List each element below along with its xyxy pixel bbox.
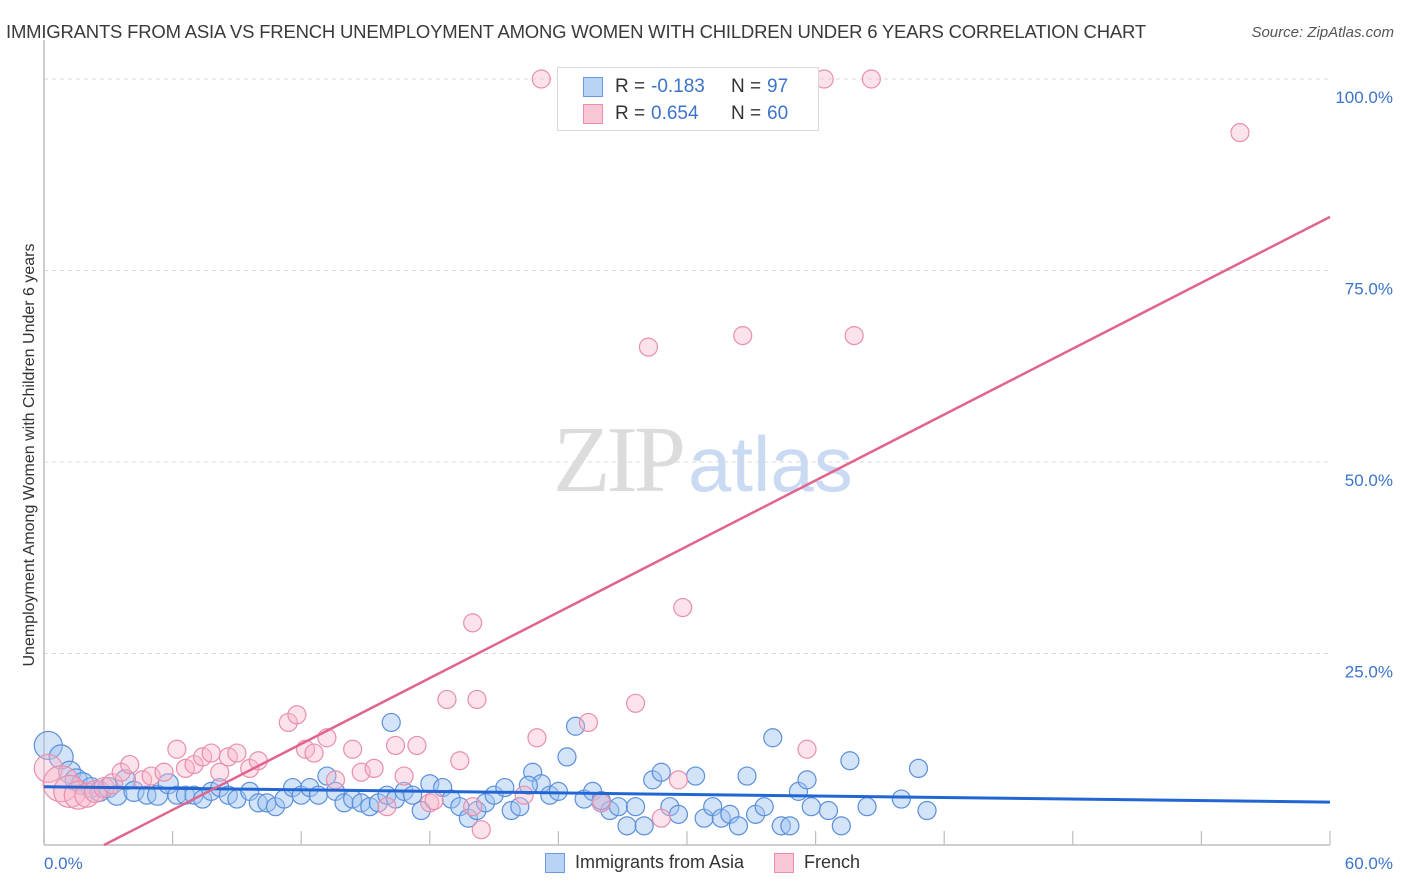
- legend-swatch-french: [583, 104, 603, 124]
- y-tick-labels: 100.0% 75.0% 50.0% 25.0%: [1335, 88, 1393, 682]
- legend-swatch-asia-bottom: [545, 852, 565, 873]
- series-legend: Immigrants from Asia French: [545, 852, 890, 873]
- series-french-points: [33, 69, 1250, 840]
- x-tick-max: 60.0%: [1345, 854, 1393, 873]
- n-value-asia: 97: [767, 76, 789, 97]
- x-tick-min: 0.0%: [44, 854, 83, 873]
- svg-text:25.0%: 25.0%: [1345, 663, 1393, 682]
- legend-item-asia[interactable]: Immigrants from Asia: [545, 852, 744, 873]
- y-axis-title: Unemployment Among Women with Children U…: [21, 243, 38, 666]
- r-value-asia: -0.183: [651, 76, 705, 97]
- n-value-french: 60: [767, 103, 789, 124]
- svg-text:75.0%: 75.0%: [1345, 280, 1393, 299]
- axes: [43, 40, 1331, 846]
- r-value-french: 0.654: [651, 103, 699, 124]
- legend-row-asia: R = -0.183 N = 97: [583, 75, 788, 99]
- gridlines: [44, 78, 1330, 654]
- correlation-legend: R = -0.183 N = 97 R = 0.654 N = 60: [557, 67, 819, 131]
- legend-item-french[interactable]: French: [774, 852, 860, 873]
- zipatlas-watermark: ZIPatlas: [553, 408, 853, 512]
- legend-swatch-french-bottom: [774, 852, 795, 873]
- svg-text:100.0%: 100.0%: [1335, 88, 1393, 107]
- legend-swatch-asia: [583, 77, 603, 97]
- trend-lines: [43, 215, 1331, 847]
- source-attribution: Source: ZipAtlas.com: [1251, 24, 1394, 41]
- chart-title: IMMIGRANTS FROM ASIA VS FRENCH UNEMPLOYM…: [6, 21, 1146, 42]
- legend-row-french: R = 0.654 N = 60: [583, 102, 788, 126]
- svg-text:50.0%: 50.0%: [1345, 471, 1393, 490]
